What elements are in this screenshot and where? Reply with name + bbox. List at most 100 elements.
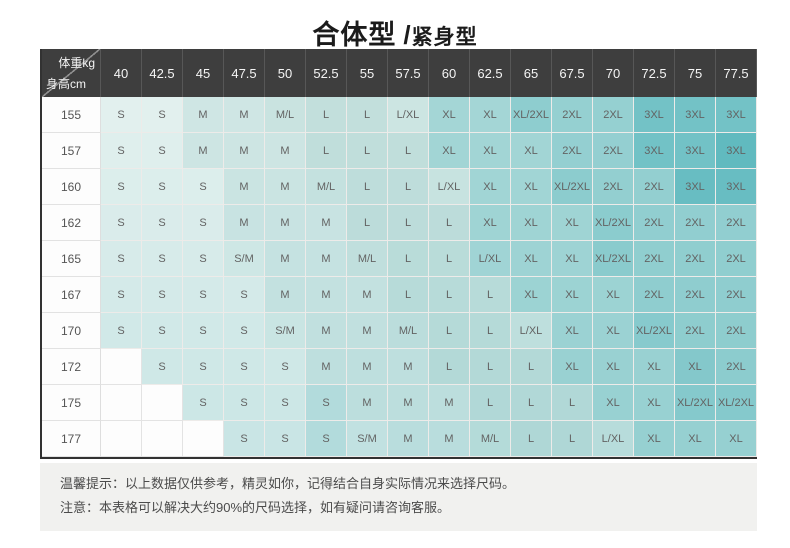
size-cell: XL bbox=[634, 349, 675, 385]
size-cell: XL bbox=[511, 241, 552, 277]
size-cell: M bbox=[183, 133, 224, 169]
size-cell: S/M bbox=[224, 241, 265, 277]
size-cell: S bbox=[224, 349, 265, 385]
size-cell: M bbox=[224, 169, 265, 205]
size-cell: XL/2XL bbox=[716, 385, 757, 421]
size-cell: L bbox=[347, 205, 388, 241]
size-cell: S bbox=[101, 133, 142, 169]
size-cell: S bbox=[183, 241, 224, 277]
size-cell: S bbox=[265, 349, 306, 385]
size-cell: M/L bbox=[265, 97, 306, 133]
size-grid: 体重kg 身高cm 40 42.5 45 47.5 50 52.5 55 57.5 60 62.5 65… bbox=[42, 49, 757, 457]
size-cell: M bbox=[306, 205, 347, 241]
size-cell: 2XL bbox=[675, 277, 716, 313]
size-cell: L bbox=[388, 169, 429, 205]
size-cell: L bbox=[429, 349, 470, 385]
size-cell: M/L bbox=[470, 421, 511, 457]
size-cell: S bbox=[224, 277, 265, 313]
height-cell: 160 bbox=[42, 169, 101, 205]
size-cell: 2XL bbox=[552, 133, 593, 169]
size-cell: 2XL bbox=[675, 241, 716, 277]
size-cell: XL bbox=[552, 313, 593, 349]
weight-header-cell: 42.5 bbox=[142, 49, 183, 97]
weight-header-cell: 57.5 bbox=[388, 49, 429, 97]
height-cell: 165 bbox=[42, 241, 101, 277]
size-cell: L bbox=[511, 349, 552, 385]
size-cell: 2XL bbox=[716, 313, 757, 349]
size-cell: XL bbox=[593, 385, 634, 421]
height-cell: 167 bbox=[42, 277, 101, 313]
size-cell: L bbox=[470, 277, 511, 313]
size-cell: XL bbox=[634, 421, 675, 457]
size-cell: XL bbox=[470, 133, 511, 169]
weight-header-cell: 67.5 bbox=[552, 49, 593, 97]
corner-label-weight: 体重kg bbox=[58, 56, 95, 70]
size-cell: M bbox=[265, 169, 306, 205]
size-cell: M bbox=[388, 385, 429, 421]
size-cell: L bbox=[388, 241, 429, 277]
size-cell: L bbox=[470, 385, 511, 421]
empty-cell bbox=[142, 385, 183, 421]
size-cell: M/L bbox=[306, 169, 347, 205]
weight-header-cell: 40 bbox=[101, 49, 142, 97]
size-cell: S bbox=[183, 385, 224, 421]
height-cell: 155 bbox=[42, 97, 101, 133]
size-cell: XL bbox=[511, 205, 552, 241]
title-sub: 紧身型 bbox=[411, 26, 478, 49]
size-cell: L bbox=[552, 385, 593, 421]
notes-box: 温馨提示：以上数据仅供参考，精灵如你，记得结合自身实际情况来选择尺码。 注意：本… bbox=[40, 463, 757, 532]
weight-header-cell: 65 bbox=[511, 49, 552, 97]
size-cell: S bbox=[101, 205, 142, 241]
size-cell: S bbox=[101, 241, 142, 277]
weight-header-cell: 55 bbox=[347, 49, 388, 97]
weight-header-cell: 70 bbox=[593, 49, 634, 97]
height-cell: 177 bbox=[42, 421, 101, 457]
corner-label-height: 身高cm bbox=[46, 77, 86, 91]
weight-header-cell: 77.5 bbox=[716, 49, 757, 97]
weight-header-cell: 72.5 bbox=[634, 49, 675, 97]
weight-header-cell: 52.5 bbox=[306, 49, 347, 97]
size-cell: S bbox=[101, 169, 142, 205]
empty-cell bbox=[183, 421, 224, 457]
size-cell: M bbox=[429, 421, 470, 457]
size-cell: 2XL bbox=[593, 169, 634, 205]
size-cell: XL bbox=[675, 349, 716, 385]
size-cell: M bbox=[265, 277, 306, 313]
size-cell: S bbox=[183, 205, 224, 241]
size-cell: M bbox=[347, 277, 388, 313]
size-cell: XL bbox=[429, 97, 470, 133]
height-cell: 175 bbox=[42, 385, 101, 421]
note-line-tip: 温馨提示：以上数据仅供参考，精灵如你，记得结合自身实际情况来选择尺码。 bbox=[60, 476, 516, 491]
height-cell: 170 bbox=[42, 313, 101, 349]
size-cell: S bbox=[142, 205, 183, 241]
size-cell: 2XL bbox=[634, 205, 675, 241]
size-cell: XL bbox=[552, 205, 593, 241]
size-cell: XL bbox=[470, 97, 511, 133]
size-cell: L bbox=[552, 421, 593, 457]
size-cell: L/XL bbox=[470, 241, 511, 277]
size-cell: XL bbox=[593, 313, 634, 349]
size-cell: 2XL bbox=[552, 97, 593, 133]
note-line-attention: 注意：本表格可以解决大约90%的尺码选择，如有疑问请咨询客服。 bbox=[60, 500, 451, 516]
size-cell: S bbox=[142, 97, 183, 133]
size-cell: M bbox=[183, 97, 224, 133]
size-cell: L bbox=[429, 313, 470, 349]
size-cell: M bbox=[224, 205, 265, 241]
size-cell: L bbox=[347, 133, 388, 169]
size-cell: 3XL bbox=[634, 97, 675, 133]
size-cell: M bbox=[306, 277, 347, 313]
size-cell: S bbox=[142, 277, 183, 313]
size-cell: S bbox=[142, 133, 183, 169]
size-cell: 3XL bbox=[716, 133, 757, 169]
size-cell: M bbox=[224, 133, 265, 169]
size-cell: XL bbox=[552, 241, 593, 277]
size-cell: L bbox=[429, 241, 470, 277]
size-cell: 2XL bbox=[675, 205, 716, 241]
size-cell: 3XL bbox=[634, 133, 675, 169]
size-cell: S bbox=[224, 313, 265, 349]
size-cell: M bbox=[265, 205, 306, 241]
size-cell: XL bbox=[675, 421, 716, 457]
size-cell: M bbox=[265, 241, 306, 277]
size-cell: 3XL bbox=[716, 97, 757, 133]
size-cell: XL bbox=[716, 421, 757, 457]
